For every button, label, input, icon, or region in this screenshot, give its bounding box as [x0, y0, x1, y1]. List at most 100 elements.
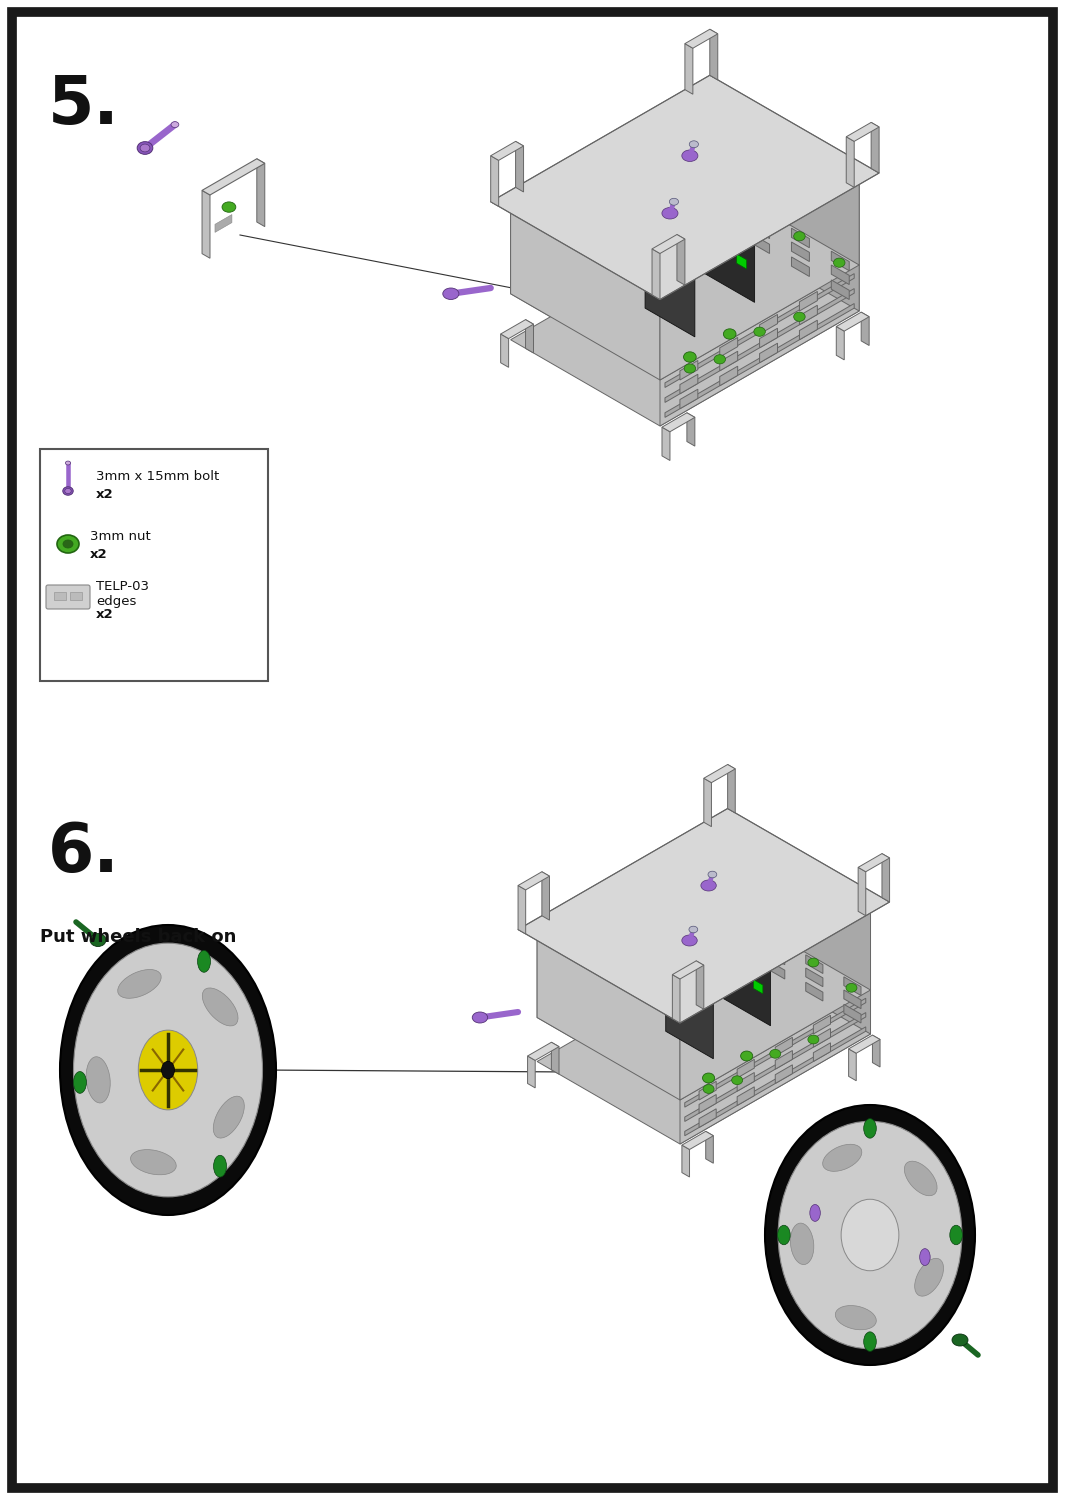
Polygon shape	[752, 219, 770, 239]
Polygon shape	[660, 210, 685, 225]
Polygon shape	[679, 1070, 704, 1083]
Ellipse shape	[73, 1071, 86, 1094]
Ellipse shape	[697, 124, 712, 135]
Polygon shape	[814, 1029, 831, 1047]
Polygon shape	[215, 214, 232, 232]
Polygon shape	[491, 141, 524, 160]
Polygon shape	[737, 254, 747, 268]
Polygon shape	[685, 30, 718, 48]
Polygon shape	[623, 970, 646, 984]
Polygon shape	[537, 819, 727, 1017]
Polygon shape	[872, 1035, 880, 1066]
Polygon shape	[794, 1004, 818, 1017]
Ellipse shape	[222, 202, 235, 213]
Polygon shape	[527, 1056, 536, 1088]
Polygon shape	[679, 902, 870, 1100]
Polygon shape	[720, 244, 730, 260]
Ellipse shape	[171, 122, 179, 128]
Polygon shape	[541, 279, 566, 294]
Polygon shape	[843, 1005, 861, 1023]
Text: 6.: 6.	[48, 821, 119, 886]
Polygon shape	[832, 266, 849, 285]
Polygon shape	[510, 225, 859, 426]
Ellipse shape	[91, 933, 106, 946]
Ellipse shape	[822, 1144, 862, 1172]
Bar	[70, 592, 82, 600]
Polygon shape	[510, 87, 709, 294]
Ellipse shape	[60, 926, 276, 1215]
Polygon shape	[836, 327, 845, 360]
Polygon shape	[699, 1108, 716, 1128]
Polygon shape	[682, 1131, 714, 1149]
Polygon shape	[679, 938, 704, 951]
Polygon shape	[709, 30, 718, 80]
Polygon shape	[202, 190, 210, 258]
Ellipse shape	[689, 141, 699, 147]
Ellipse shape	[669, 198, 678, 206]
Ellipse shape	[86, 1056, 111, 1102]
Polygon shape	[518, 808, 889, 1023]
Ellipse shape	[131, 1149, 176, 1174]
Polygon shape	[202, 159, 265, 195]
Polygon shape	[704, 778, 711, 826]
Polygon shape	[847, 136, 854, 188]
Bar	[40, 448, 268, 681]
Polygon shape	[679, 388, 698, 410]
Ellipse shape	[141, 144, 150, 152]
Polygon shape	[730, 910, 747, 930]
Polygon shape	[566, 1004, 590, 1017]
Polygon shape	[672, 962, 704, 980]
Polygon shape	[780, 279, 804, 294]
Ellipse shape	[63, 488, 73, 495]
Ellipse shape	[703, 1072, 715, 1083]
Ellipse shape	[65, 489, 71, 494]
Ellipse shape	[835, 1305, 876, 1330]
Polygon shape	[871, 123, 879, 172]
Polygon shape	[660, 348, 685, 363]
Ellipse shape	[58, 536, 79, 554]
Ellipse shape	[790, 1222, 814, 1264]
Ellipse shape	[952, 1334, 968, 1346]
Polygon shape	[510, 178, 859, 380]
Polygon shape	[515, 141, 524, 192]
Bar	[54, 592, 66, 600]
Polygon shape	[723, 938, 770, 1026]
Ellipse shape	[779, 1122, 962, 1348]
Ellipse shape	[770, 944, 781, 952]
Polygon shape	[665, 288, 854, 402]
Polygon shape	[709, 178, 859, 310]
Ellipse shape	[703, 1084, 714, 1094]
Polygon shape	[666, 938, 770, 999]
Polygon shape	[537, 951, 870, 1144]
Polygon shape	[491, 156, 498, 207]
Polygon shape	[257, 159, 265, 226]
Ellipse shape	[777, 1226, 790, 1245]
Ellipse shape	[684, 364, 695, 374]
Polygon shape	[832, 280, 849, 300]
Polygon shape	[858, 867, 866, 915]
Ellipse shape	[809, 1204, 820, 1221]
Polygon shape	[711, 182, 730, 203]
Polygon shape	[720, 314, 744, 328]
Polygon shape	[849, 1048, 856, 1080]
Polygon shape	[727, 819, 870, 990]
Polygon shape	[699, 1095, 716, 1113]
Ellipse shape	[716, 855, 731, 867]
Polygon shape	[518, 885, 526, 934]
Polygon shape	[759, 344, 777, 363]
Polygon shape	[759, 328, 777, 348]
Ellipse shape	[662, 207, 678, 219]
Polygon shape	[814, 1042, 831, 1062]
Ellipse shape	[65, 460, 70, 465]
Ellipse shape	[904, 1161, 937, 1196]
Polygon shape	[665, 273, 854, 387]
Polygon shape	[679, 360, 698, 380]
Polygon shape	[552, 1042, 559, 1074]
Ellipse shape	[684, 352, 697, 362]
Polygon shape	[677, 234, 685, 285]
Text: x2: x2	[96, 489, 114, 501]
Polygon shape	[542, 871, 550, 919]
Ellipse shape	[682, 150, 698, 162]
Ellipse shape	[137, 141, 152, 154]
Polygon shape	[704, 765, 735, 783]
